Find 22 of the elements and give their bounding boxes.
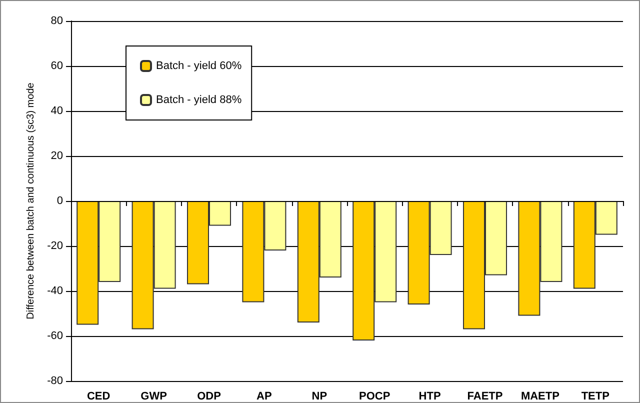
x-tick-label: CED: [86, 390, 110, 402]
y-tick-label: -80: [47, 375, 63, 387]
legend-label: Batch - yield 88%: [156, 94, 242, 106]
x-tick-label: NP: [312, 390, 328, 402]
x-tick-label: TETP: [581, 390, 610, 402]
y-tick-label: 20: [50, 150, 63, 162]
x-tick-label: ODP: [197, 390, 221, 402]
legend-label: Batch - yield 60%: [156, 60, 242, 72]
x-tick-label: MAETP: [520, 390, 560, 402]
y-tick-label: -60: [47, 330, 63, 342]
x-tick-label: GWP: [140, 390, 167, 402]
x-tick-label: POCP: [359, 390, 390, 402]
x-tick-label: AP: [256, 390, 272, 402]
y-tick-label: 0: [56, 195, 63, 207]
y-tick-label: 80: [50, 15, 63, 27]
y-tick-label: 60: [50, 60, 63, 72]
y-tick-label: 40: [50, 105, 63, 117]
y-tick-label: -40: [47, 285, 63, 297]
x-tick-label: FAETP: [467, 390, 503, 402]
x-tick-label: HTP: [418, 390, 441, 402]
y-tick-label: -20: [47, 240, 63, 252]
y-axis-title: Difference between batch and continuous (sc3) mode: [26, 82, 37, 320]
